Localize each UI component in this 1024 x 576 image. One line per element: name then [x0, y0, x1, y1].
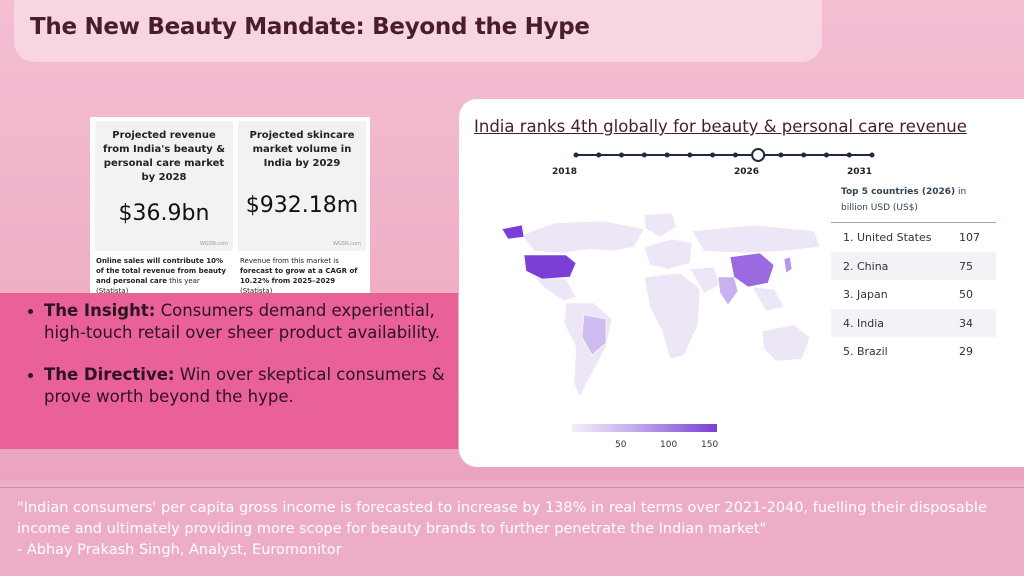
map-mexico — [533, 276, 577, 302]
insight-band — [0, 293, 458, 449]
directive-item: The Directive: Win over skeptical consum… — [28, 364, 448, 408]
map-alaska — [501, 224, 525, 240]
map-card: India ranks 4th globally for beauty & pe… — [459, 99, 1024, 467]
note-left-end: ) — [125, 287, 129, 295]
country-name: 1. United States — [843, 231, 932, 244]
country-value: 75 — [959, 259, 973, 273]
slide-title: The New Beauty Mandate: Beyond the Hype — [30, 14, 590, 40]
timeline-step[interactable] — [732, 152, 738, 158]
divider — [0, 487, 1024, 488]
stat-skincare-value: $932.18m — [245, 193, 359, 218]
title-bar: The New Beauty Mandate: Beyond the Hype — [14, 0, 822, 62]
country-name: 3. Japan — [843, 288, 888, 301]
insight-item: The Insight: Consumers demand experienti… — [28, 300, 448, 344]
stat-revenue-value: $36.9bn — [118, 201, 210, 226]
timeline-step[interactable] — [664, 152, 670, 158]
top5-heading-rest: in billion USD (US$) — [841, 187, 967, 213]
stat-revenue: Projected revenue from India's beauty & … — [95, 121, 233, 251]
timeline-step[interactable] — [573, 152, 579, 158]
note-right-end: ) — [269, 287, 273, 295]
timeline-current-label: 2026 — [734, 167, 760, 177]
stat-revenue-source: WGSN.com — [199, 241, 228, 247]
timeline-step[interactable] — [801, 152, 807, 158]
table-row: 1. United States 107 — [831, 223, 996, 252]
top5-rows: 1. United States 107 2. China 75 3. Japan 50 4… — [831, 223, 996, 366]
timeline-handle[interactable] — [751, 148, 766, 162]
stat-skincare-source: WGSN.com — [332, 241, 361, 247]
quote-attribution: - Abhay Prakash Singh, Analyst, Euromoni… — [17, 542, 342, 558]
note-right-rest: ( — [240, 287, 243, 295]
timeline-step[interactable] — [778, 152, 784, 158]
table-row: 4. India 34 — [831, 308, 996, 337]
stat-skincare-heading: Projected skincare market volume in Indi… — [249, 130, 355, 169]
map-africa — [643, 272, 701, 360]
color-legend: 50 100 150 — [572, 424, 719, 454]
top5-table: Top 5 countries (2026) in billion USD (U… — [831, 184, 996, 366]
note-right-bold: forecast to grow at a CAGR of 10.22% fro… — [240, 267, 358, 285]
map-china — [729, 252, 775, 288]
note-right-start: Revenue from this market is — [240, 257, 339, 265]
year-timeline[interactable]: 2018 2026 2031 — [552, 145, 884, 185]
map-usa — [523, 254, 577, 280]
country-value: 34 — [959, 316, 973, 330]
insight-list: The Insight: Consumers demand experienti… — [28, 300, 448, 428]
timeline-step[interactable] — [687, 152, 693, 158]
directive-text: Win over skeptical consumers & prove wor… — [44, 365, 445, 406]
timeline-start-label: 2018 — [552, 167, 578, 177]
map-canada — [521, 220, 645, 254]
stat-revenue-note: Online sales will contribute 10% of the … — [96, 256, 232, 296]
timeline-step[interactable] — [710, 152, 716, 158]
quote-text: "Indian consumers' per capita gross inco… — [17, 500, 987, 537]
insight-label: The Insight: — [44, 301, 156, 320]
legend-tick-50: 50 — [615, 440, 627, 450]
map-se-asia — [751, 286, 785, 312]
timeline-step[interactable] — [823, 152, 829, 158]
map-japan — [783, 256, 793, 274]
timeline-step[interactable] — [846, 152, 852, 158]
top5-heading: Top 5 countries (2026) in billion USD (U… — [831, 184, 996, 223]
stat-skincare: Projected skincare market volume in Indi… — [238, 121, 366, 251]
world-map — [501, 212, 821, 398]
table-row: 3. Japan 50 — [831, 280, 996, 309]
table-row: 5. Brazil 29 — [831, 337, 996, 366]
timeline-track[interactable] — [564, 145, 884, 165]
timeline-step[interactable] — [641, 152, 647, 158]
country-value: 107 — [959, 231, 980, 244]
country-value: 29 — [959, 345, 973, 358]
top5-heading-bold: Top 5 countries (2026) — [841, 187, 956, 197]
legend-gradient — [572, 424, 717, 432]
stat-revenue-heading: Projected revenue from India's beauty & … — [102, 130, 226, 183]
legend-tick-150: 150 — [701, 440, 719, 450]
country-name: 4. India — [843, 316, 884, 330]
insight-text: Consumers demand experiential, high-touc… — [44, 301, 441, 342]
timeline-end-label: 2031 — [847, 167, 873, 177]
stat-skincare-note: Revenue from this market is forecast to … — [240, 256, 366, 296]
map-russia — [691, 224, 821, 254]
country-name: 2. China — [843, 259, 889, 273]
stats-card: Projected revenue from India's beauty & … — [90, 117, 370, 296]
timeline-step[interactable] — [596, 152, 602, 158]
note-right-link[interactable]: Statista — [242, 287, 270, 295]
note-left-link[interactable]: Statista — [98, 287, 126, 295]
map-title: India ranks 4th globally for beauty & pe… — [474, 117, 967, 136]
legend-tick-100: 100 — [660, 440, 678, 450]
note-left-rest: this year ( — [96, 277, 200, 295]
map-australia — [761, 324, 811, 362]
analyst-quote: "Indian consumers' per capita gross inco… — [17, 498, 1012, 561]
directive-label: The Directive: — [44, 365, 175, 384]
map-brazil — [581, 314, 607, 356]
table-row: 2. China 75 — [831, 251, 996, 280]
timeline-step[interactable] — [869, 152, 875, 158]
country-value: 50 — [959, 288, 973, 301]
map-greenland — [643, 212, 677, 238]
timeline-step[interactable] — [619, 152, 625, 158]
map-europe — [643, 238, 693, 270]
map-india — [717, 276, 739, 306]
note-left-bold: Online sales will contribute 10% of the … — [96, 257, 226, 285]
country-name: 5. Brazil — [843, 345, 888, 358]
